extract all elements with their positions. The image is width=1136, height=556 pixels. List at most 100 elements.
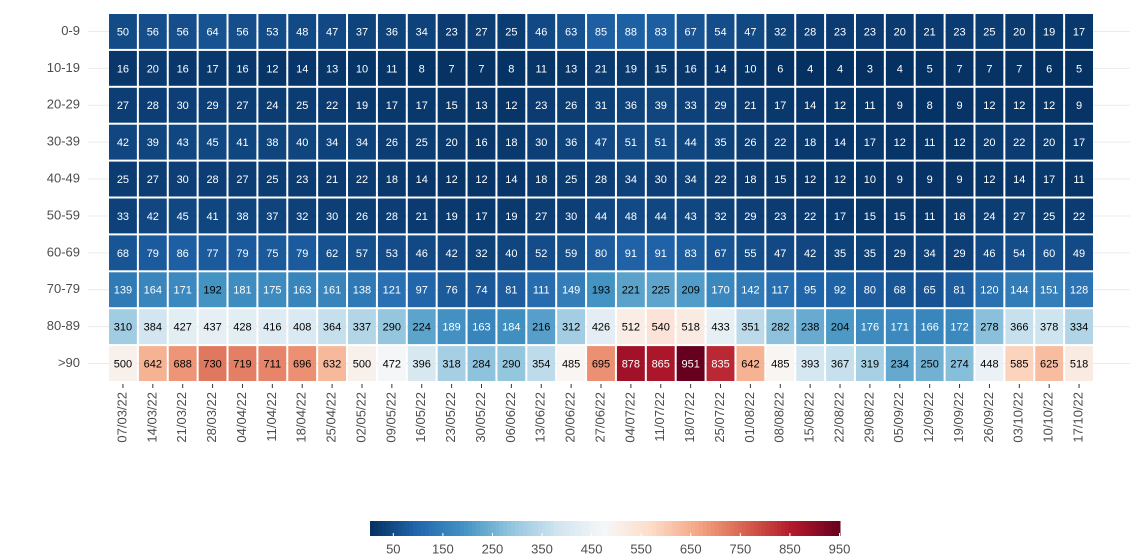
cell-label: 34 [685,174,697,186]
cell-label: 34 [356,137,368,149]
colorbar-segment [605,521,610,536]
heatmap-cell [138,198,167,234]
heatmap-cell [706,309,735,345]
heatmap-cell [497,14,526,49]
cell-label: 142 [741,285,759,297]
heatmap-cell [288,272,317,308]
cell-label: 19 [445,211,457,223]
heatmap-cell [1035,161,1064,197]
heatmap-cell [557,14,586,49]
heatmap-cell [258,50,287,86]
heatmap-cell [527,346,556,381]
heatmap-cell [168,346,197,381]
cell-label: 18 [953,211,965,223]
cell-label: 79 [236,248,248,260]
colorbar-segment [401,521,406,536]
heatmap-cell [1005,124,1034,160]
cell-label: 53 [386,248,398,260]
heatmap-cell [587,14,615,49]
colorbar-segment [558,521,563,536]
colorbar-segment [397,521,402,536]
colorbar-segment [413,521,418,536]
colorbar-segment [746,521,751,536]
colorbar-segment [620,521,626,536]
cell-label: 18 [535,174,547,186]
cell-label: 17 [1043,174,1055,186]
heatmap-cell [796,346,825,381]
colorbar-segment [377,521,383,536]
heatmap-cell [975,235,1004,271]
heatmap-cell [288,124,317,160]
heatmap-cell [318,346,347,381]
cell-label: 39 [147,137,159,149]
heatmap-cell [348,14,376,49]
heatmap-cell [109,161,137,197]
heatmap-cell [676,50,705,86]
heatmap-cell [138,124,167,160]
heatmap-cell [407,50,436,86]
cell-label: 13 [326,63,338,75]
heatmap-cell [766,309,795,345]
cell-label: 8 [508,63,514,75]
cell-label: 46 [983,248,995,260]
heatmap-cell [407,14,436,49]
colorbar-segment [789,521,794,536]
cell-label: 111 [533,285,550,297]
heatmap-cell [587,124,615,160]
cell-label: 204 [831,322,849,334]
heatmap-cell [855,14,884,49]
cell-label: 278 [980,322,998,334]
cell-label: 15 [445,100,457,112]
heatmap-cell [228,87,257,123]
heatmap-cell [1065,309,1093,345]
colorbar-segment [550,521,555,536]
colorbar-segment [597,521,602,536]
cell-label: 951 [681,358,699,370]
heatmap-cell [855,235,884,271]
colorbar-segment [518,521,524,536]
heatmap-cell [138,272,167,308]
heatmap-cell [168,198,197,234]
heatmap-cell [527,198,556,234]
cell-label: 22 [1073,211,1085,223]
cell-label: 8 [419,63,425,75]
cell-label: 234 [891,358,909,370]
cell-label: 10 [356,63,368,75]
heatmap-cell [915,235,944,271]
colorbar-segment [730,521,735,536]
heatmap-cell [616,161,645,197]
cell-label: 11 [924,211,935,223]
heatmap-cell [885,198,914,234]
cell-label: 28 [147,100,159,112]
cell-label: 16 [236,63,248,75]
heatmap-cell [736,235,765,271]
cell-label: 14 [714,63,726,75]
colorbar-segment [409,521,414,536]
heatmap-cell [855,124,884,160]
cell-label: 26 [744,137,756,149]
cell-label: 65 [924,285,936,297]
cell-label: 250 [920,358,938,370]
heatmap-cell [676,198,705,234]
heatmap-cell [318,161,347,197]
cell-label: 625 [1040,358,1058,370]
heatmap-cell [228,161,257,197]
cell-label: 485 [771,358,789,370]
colorbar-segment [370,521,375,536]
cell-label: 189 [442,322,460,334]
colorbar-segment [836,521,841,536]
cell-label: 171 [174,285,192,297]
colorbar-segment [479,521,485,536]
colorbar-tick-label: 650 [680,541,702,556]
x-tick-label: 09/05/22 [383,392,398,443]
cell-label: 79 [296,248,308,260]
cell-label: 472 [383,358,401,370]
colorbar-segment [769,521,774,536]
heatmap-cell [138,235,167,271]
heatmap-cell [826,309,854,345]
cell-label: 9 [897,174,903,186]
colorbar-segment [495,521,500,536]
colorbar-segment [675,521,680,536]
cell-label: 25 [505,26,517,38]
cell-label: 34 [625,174,637,186]
